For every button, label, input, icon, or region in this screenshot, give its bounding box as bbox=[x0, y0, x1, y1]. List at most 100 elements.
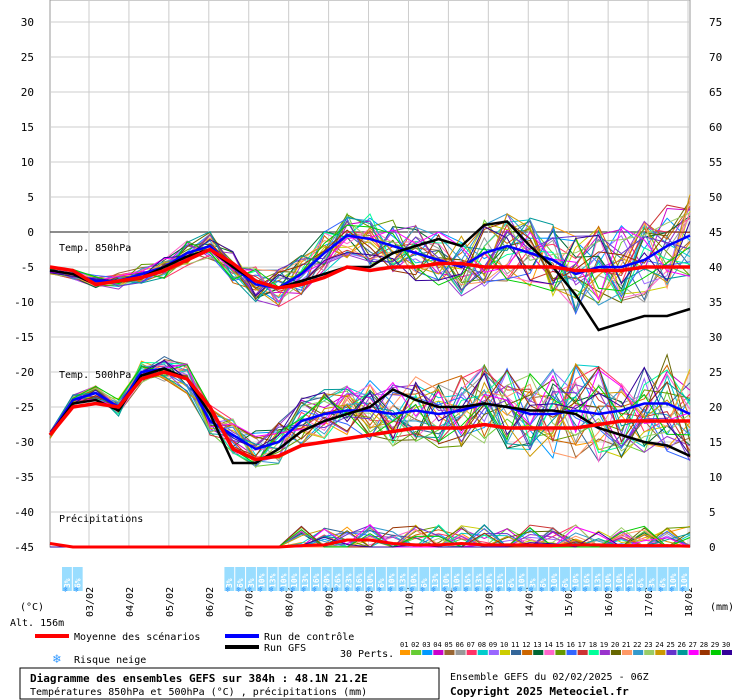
pert-swatch bbox=[411, 650, 422, 655]
snowflake-icon: ❄ bbox=[604, 585, 609, 594]
pert-swatch bbox=[555, 650, 566, 655]
left-tick-label: 20 bbox=[21, 86, 34, 99]
snowflake-icon: ❄ bbox=[225, 585, 230, 594]
legend-gfs-label: Run GFS bbox=[264, 643, 306, 654]
snow-risk-value: 6% bbox=[561, 578, 570, 588]
left-tick-label: 5 bbox=[27, 191, 34, 204]
right-tick-label: 20 bbox=[709, 401, 722, 414]
snowflake-icon: ❄ bbox=[550, 585, 555, 594]
legend-control-label: Run de contrôle bbox=[264, 631, 354, 643]
right-tick-label: 0 bbox=[709, 541, 716, 554]
snowflake-icon: ❄ bbox=[474, 585, 479, 594]
date-tick-label: 08/02 bbox=[285, 587, 296, 617]
snowflake-icon: ❄ bbox=[258, 585, 263, 594]
left-tick-label: -40 bbox=[14, 506, 34, 519]
pert-swatch bbox=[688, 650, 699, 655]
legend-mean-label: Moyenne des scénarios bbox=[74, 631, 200, 643]
snow-risk-value: 13% bbox=[269, 573, 278, 588]
snow-risk-value: 6% bbox=[420, 578, 429, 588]
right-tick-label: 5 bbox=[709, 506, 716, 519]
pert-swatch bbox=[622, 650, 633, 655]
snow-risk-cell bbox=[256, 567, 267, 591]
pert-legend: 01 02 03 04 05 06 07 08 09 10 11 12 13 14 15 16 17 18 19 20… bbox=[400, 641, 732, 655]
pert-swatch bbox=[633, 650, 644, 655]
pert-number: 10 bbox=[500, 641, 508, 649]
left-tick-label: -25 bbox=[14, 401, 34, 414]
snow-risk-value: 6% bbox=[539, 578, 548, 588]
pert-swatch bbox=[511, 650, 522, 655]
date-tick-label: 10/02 bbox=[365, 587, 376, 617]
snowflake-icon: ❄ bbox=[420, 585, 425, 594]
snow-risk-strip: 3%❄6%❄3%❄6%❄3%❄10%❄13%❄10%❄10%❄13%❄16%❄2… bbox=[62, 567, 689, 594]
pert-swatch bbox=[422, 650, 433, 655]
right-tick-label: 10 bbox=[709, 471, 722, 484]
snow-risk-value: 10% bbox=[615, 573, 624, 588]
date-tick-label: 03/02 bbox=[85, 587, 96, 617]
mean-t500-line bbox=[48, 370, 690, 462]
date-ticks: 03/02 04/02 05/02 06/02 07/02 08/02 09/02 10/02… bbox=[85, 587, 695, 617]
snow-risk-value: 10% bbox=[680, 573, 689, 588]
snow-risk-value: 6% bbox=[74, 578, 83, 588]
snow-risk-value: 10% bbox=[366, 573, 375, 588]
legend-perts-label: 30 Perts. bbox=[340, 649, 394, 660]
snowflake-icon: ❄ bbox=[659, 585, 664, 594]
snowflake-icon: ❄ bbox=[626, 585, 631, 594]
right-tick-label: 30 bbox=[709, 331, 722, 344]
snow-risk-cell bbox=[484, 567, 495, 591]
pert-number: 29 bbox=[711, 641, 719, 649]
pert-swatch bbox=[699, 650, 710, 655]
copyright: Copyright 2025 Meteociel.fr bbox=[450, 685, 629, 698]
snow-risk-cell bbox=[581, 567, 592, 591]
snow-risk-cell bbox=[668, 567, 679, 591]
snow-risk-value: 16% bbox=[355, 573, 364, 588]
date-tick-label: 12/02 bbox=[444, 587, 455, 617]
pert-swatch bbox=[666, 650, 677, 655]
pert-number: 13 bbox=[533, 641, 541, 649]
snowflake-icon: ❄ bbox=[280, 585, 285, 594]
snow-risk-value: 10% bbox=[453, 573, 462, 588]
left-tick-label: 15 bbox=[21, 121, 34, 134]
pert-swatch bbox=[444, 650, 455, 655]
pert-t850-line bbox=[49, 199, 691, 301]
snowflake-icon: ❄ bbox=[539, 585, 544, 594]
pert-number: 04 bbox=[433, 641, 441, 649]
snow-risk-value: 13% bbox=[593, 573, 602, 588]
snow-risk-cell bbox=[646, 567, 657, 591]
pert-number: 28 bbox=[700, 641, 708, 649]
snowflake-icon: ❄ bbox=[366, 585, 371, 594]
snowflake-icon: ❄ bbox=[345, 585, 350, 594]
right-unit: (mm) bbox=[710, 602, 734, 613]
snow-risk-value: 13% bbox=[301, 573, 310, 588]
snowflake-icon: ❄ bbox=[496, 585, 501, 594]
date-tick-label: 07/02 bbox=[245, 587, 256, 617]
left-tick-label: 25 bbox=[21, 51, 34, 64]
snow-risk-value: 16% bbox=[463, 573, 472, 588]
snowflake-icon: ❄ bbox=[572, 585, 577, 594]
snow-risk-cell bbox=[614, 567, 625, 591]
left-tick-label: -35 bbox=[14, 471, 34, 484]
snowflake-icon: ❄ bbox=[63, 585, 68, 594]
snow-risk-cell bbox=[495, 567, 505, 591]
right-tick-label: 70 bbox=[709, 51, 722, 64]
pert-number: 05 bbox=[444, 641, 452, 649]
snow-risk-cell bbox=[440, 567, 451, 591]
snow-risk-cell bbox=[332, 567, 343, 591]
mean-t850-line bbox=[49, 247, 690, 290]
snow-risk-value: 6% bbox=[377, 578, 386, 588]
snow-risk-cell bbox=[570, 567, 581, 591]
snow-risk-cell bbox=[505, 567, 516, 591]
snowflake-icon: ❄ bbox=[453, 585, 458, 594]
snowflake-icon: ❄ bbox=[529, 585, 534, 594]
pert-t850-line bbox=[49, 221, 691, 297]
snowflake-icon: ❄ bbox=[518, 585, 523, 594]
snowflake-icon: ❄ bbox=[388, 585, 393, 594]
date-tick-label: 13/02 bbox=[484, 587, 495, 617]
snow-risk-cell bbox=[516, 567, 527, 591]
snowflake-icon: ❄ bbox=[290, 585, 295, 594]
legend-mean-swatch bbox=[35, 634, 69, 638]
chart-subtitle: Températures 850hPa et 500hPa (°C) , pré… bbox=[30, 686, 367, 698]
gfs-lines bbox=[48, 220, 691, 465]
snowflake-icon: ❄ bbox=[561, 585, 566, 594]
snowflake-icon: ❄ bbox=[74, 585, 79, 594]
mean-lines bbox=[48, 247, 691, 549]
